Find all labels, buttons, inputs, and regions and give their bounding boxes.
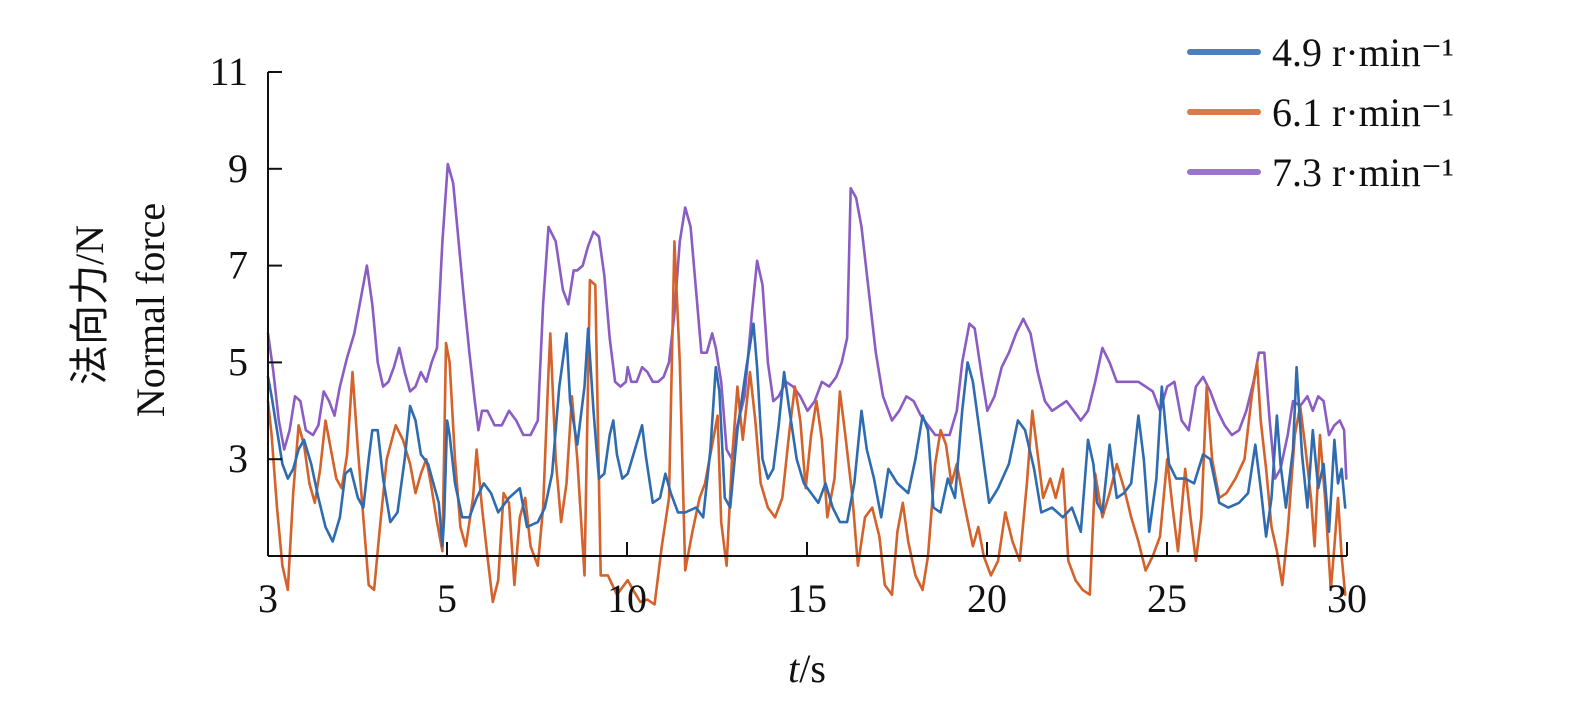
series-line-3: [266, 162, 1348, 480]
x-tick-label: 30: [1327, 576, 1367, 621]
x-tick-label: 10: [607, 576, 647, 621]
series-line-1: [266, 322, 1347, 548]
x-axis-title-unit: /s: [799, 646, 826, 691]
legend-label: 6.1 r·min⁻¹: [1272, 90, 1454, 135]
y-tick-label: 7: [228, 243, 248, 288]
y-tick-label: 3: [228, 436, 248, 481]
legend-label: 7.3 r·min⁻¹: [1272, 150, 1454, 195]
y-axis-title-en: Normal force: [128, 203, 173, 417]
y-tick-label: 11: [209, 49, 248, 94]
x-axis-ticks: 3 5 10 15 20 25 30: [258, 542, 1367, 621]
y-axis-title-cn: 法向力/N: [67, 225, 112, 385]
x-axis-title-variable: t: [788, 646, 800, 691]
legend: 4.9 r·min⁻¹ 6.1 r·min⁻¹ 7.3 r·min⁻¹: [1187, 30, 1454, 195]
y-tick-label: 9: [228, 146, 248, 191]
x-tick-label: 15: [787, 576, 827, 621]
x-tick-label: 5: [437, 576, 457, 621]
legend-label: 4.9 r·min⁻¹: [1272, 30, 1454, 75]
y-tick-label: 5: [228, 339, 248, 384]
series-lines: [266, 162, 1348, 606]
x-tick-label: 3: [258, 576, 278, 621]
y-axis-ticks: 3 5 7 9 11: [209, 49, 282, 481]
x-tick-label: 20: [967, 576, 1007, 621]
x-axis-title: t/s: [788, 646, 826, 691]
x-tick-label: 25: [1147, 576, 1187, 621]
series-line-2: [266, 240, 1347, 606]
